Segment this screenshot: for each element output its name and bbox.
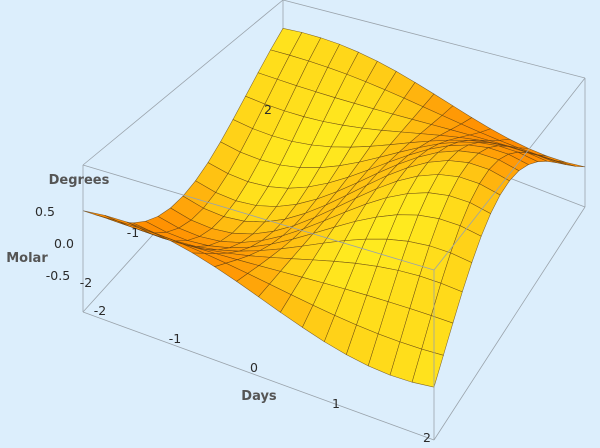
x-tick-label: 2: [423, 430, 431, 445]
x-tick-label: -2: [94, 303, 106, 318]
surface-patch: [82, 210, 118, 222]
surface-patch: [556, 160, 586, 168]
y-tick-label: 2: [264, 102, 272, 117]
box-edge: [82, 164, 435, 271]
box-edge: [82, 311, 435, 441]
surface-patch: [95, 214, 130, 227]
bounding-box-front-edges: [82, 77, 586, 440]
x-axis-title: Days: [241, 389, 277, 404]
surface-mesh: [82, 27, 586, 388]
z-axis-title: Molar: [6, 251, 48, 266]
y-axis-title: Degrees: [49, 173, 110, 188]
z-tick-label: 0.0: [54, 236, 74, 251]
box-edge: [433, 206, 586, 441]
y-tick-label: -1: [127, 225, 139, 240]
x-tick-label: 1: [332, 396, 340, 411]
box-edge: [82, 0, 284, 166]
box-edge: [282, 0, 586, 79]
z-tick-label: 0.5: [35, 204, 55, 219]
box-edge: [433, 77, 586, 271]
x-tick-label: -1: [169, 331, 181, 346]
z-tick-label: -0.5: [46, 268, 70, 283]
x-tick-label: 0: [250, 360, 258, 375]
surface-patch: [411, 348, 444, 388]
y-tick-label: -2: [80, 275, 92, 290]
